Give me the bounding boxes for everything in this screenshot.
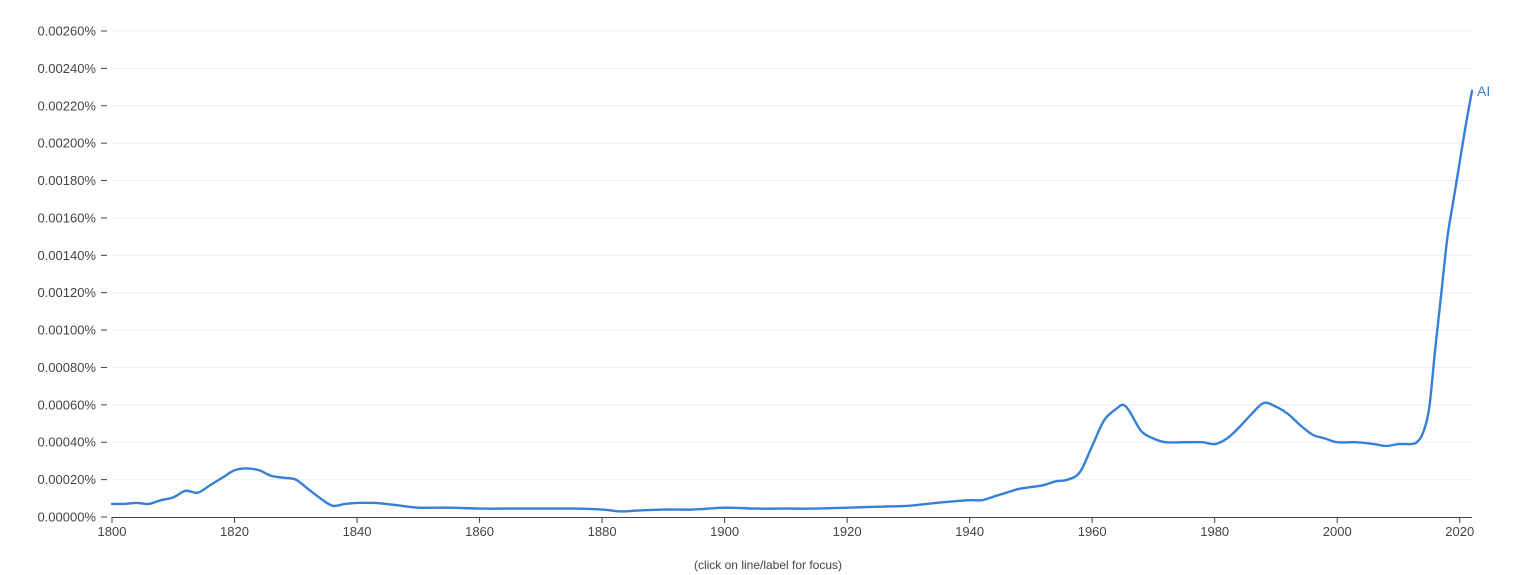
y-tick-label: 0.00040%: [37, 435, 96, 450]
y-tick-label: 0.00140%: [37, 248, 96, 263]
series-label-ai[interactable]: AI: [1477, 83, 1490, 99]
x-tick-label: 1800: [98, 524, 127, 539]
focus-hint: (click on line/label for focus): [693, 558, 843, 572]
y-tick-label: 0.00180%: [37, 173, 96, 188]
x-tick-label: 1900: [710, 524, 739, 539]
y-tick-label: 0.00260%: [37, 24, 96, 39]
x-tick-label: 1820: [220, 524, 249, 539]
x-axis: 1800 1820 1840 1860 1880 1900 1920 1940 1960 1980…: [98, 517, 1474, 539]
y-tick-label: 0.00240%: [37, 61, 96, 76]
x-tick-label: 1860: [465, 524, 494, 539]
y-tick-label: 0.00160%: [37, 210, 96, 225]
x-tick-label: 1920: [833, 524, 862, 539]
y-tick-label: 0.00060%: [37, 397, 96, 412]
x-tick-label: 1880: [588, 524, 617, 539]
y-tick-label: 0.00100%: [37, 323, 96, 338]
series-line-ai[interactable]: [110, 89, 1474, 513]
y-tick-label: 0.00000%: [37, 510, 96, 525]
x-tick-label: 1940: [955, 524, 984, 539]
y-tick-label: 0.00220%: [37, 98, 96, 113]
ngram-chart: 0.00000% 0.00020% 0.00040% 0.00060% 0.00080%…: [37, 24, 1490, 540]
x-tick-label: 1960: [1078, 524, 1107, 539]
y-axis: 0.00000% 0.00020% 0.00040% 0.00060% 0.00080%…: [37, 24, 107, 525]
x-tick-label: 1840: [343, 524, 372, 539]
y-tick-label: 0.00200%: [37, 136, 96, 151]
y-tick-label: 0.00120%: [37, 285, 96, 300]
y-tick-label: 0.00020%: [37, 472, 96, 487]
series-layer[interactable]: AI: [110, 83, 1490, 513]
grid-lines: [112, 30, 1472, 481]
x-tick-label: 1980: [1200, 524, 1229, 539]
x-tick-label: 2020: [1445, 524, 1474, 539]
x-tick-label: 2000: [1323, 524, 1352, 539]
y-tick-label: 0.00080%: [37, 360, 96, 375]
